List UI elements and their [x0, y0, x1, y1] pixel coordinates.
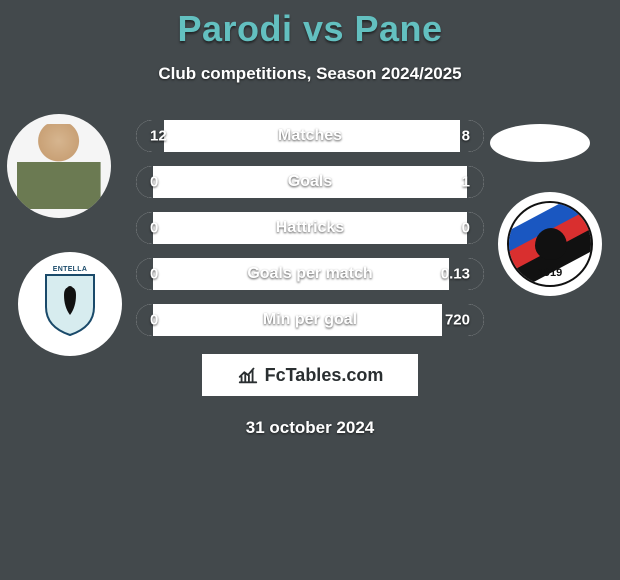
date-label: 31 october 2024 — [0, 418, 620, 438]
page-subtitle: Club competitions, Season 2024/2025 — [0, 64, 620, 84]
club-left-badge: ENTELLA — [18, 252, 122, 356]
stat-value-right: 1 — [462, 174, 470, 191]
stat-value-left: 0 — [150, 312, 158, 329]
stat-label: Matches — [278, 127, 342, 145]
stat-value-left: 0 — [150, 174, 158, 191]
player-right-placeholder — [490, 124, 590, 162]
stat-value-right: 0.13 — [441, 266, 470, 283]
person-silhouette — [17, 124, 100, 218]
stat-value-left: 0 — [150, 220, 158, 237]
stat-row: 0 Goals 1 — [136, 166, 484, 198]
stat-value-left: 12 — [150, 128, 167, 145]
branding-label: FcTables.com — [265, 365, 384, 386]
stat-row: 0 Min per goal 720 — [136, 304, 484, 336]
stat-label: Goals — [288, 173, 332, 191]
stat-value-left: 0 — [150, 266, 158, 283]
stat-label: Hattricks — [276, 219, 344, 237]
player-left-avatar — [7, 114, 111, 218]
club-right-badge: 1919 — [498, 192, 602, 296]
stat-label: Goals per match — [247, 265, 372, 283]
content-area: ENTELLA 1919 12 Matches 8 0 Goals 1 0 Hattricks… — [0, 120, 620, 438]
club-right-circle: 1919 — [507, 201, 593, 287]
stat-row: 12 Matches 8 — [136, 120, 484, 152]
stat-row: 0 Goals per match 0.13 — [136, 258, 484, 290]
club-right-year: 1919 — [509, 267, 591, 279]
moor-head-icon — [535, 228, 567, 260]
shield-icon — [42, 271, 98, 337]
stats-column: 12 Matches 8 0 Goals 1 0 Hattricks 0 0 Goals per m… — [136, 120, 484, 336]
branding-box: FcTables.com — [202, 354, 418, 396]
stat-row: 0 Hattricks 0 — [136, 212, 484, 244]
chart-icon — [237, 364, 259, 386]
stat-value-right: 8 — [462, 128, 470, 145]
stat-value-right: 0 — [462, 220, 470, 237]
page-title: Parodi vs Pane — [0, 0, 620, 50]
stat-value-right: 720 — [445, 312, 470, 329]
stat-label: Min per goal — [263, 311, 357, 329]
